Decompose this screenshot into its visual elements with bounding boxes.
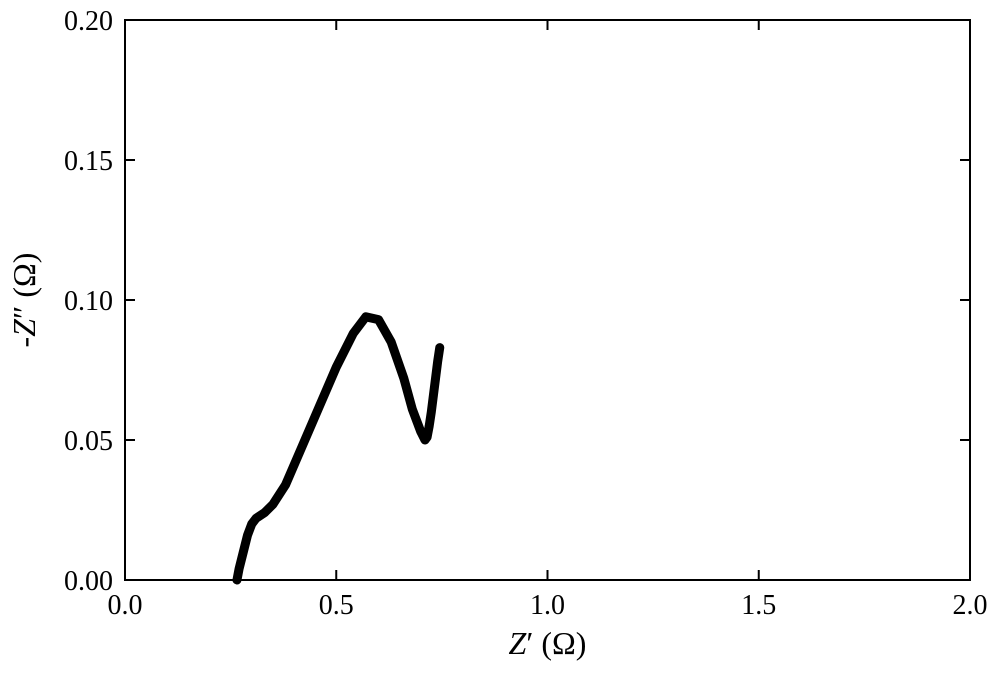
svg-text:2.0: 2.0 xyxy=(953,590,988,621)
svg-text:0.00: 0.00 xyxy=(64,566,113,597)
svg-text:0.10: 0.10 xyxy=(64,286,113,317)
chart-svg: 0.00.51.01.52.00.000.050.100.150.20Z′ (Ω… xyxy=(0,0,1000,682)
nyquist-plot: 0.00.51.01.52.00.000.050.100.150.20Z′ (Ω… xyxy=(0,0,1000,682)
svg-text:0.20: 0.20 xyxy=(64,6,113,37)
svg-text:1.5: 1.5 xyxy=(741,590,776,621)
svg-text:1.0: 1.0 xyxy=(530,590,565,621)
svg-text:0.05: 0.05 xyxy=(64,426,113,457)
svg-text:0.15: 0.15 xyxy=(64,146,113,177)
svg-text:-Z″ (Ω): -Z″ (Ω) xyxy=(6,253,42,348)
svg-text:Z′ (Ω): Z′ (Ω) xyxy=(509,625,587,661)
svg-text:0.5: 0.5 xyxy=(319,590,354,621)
